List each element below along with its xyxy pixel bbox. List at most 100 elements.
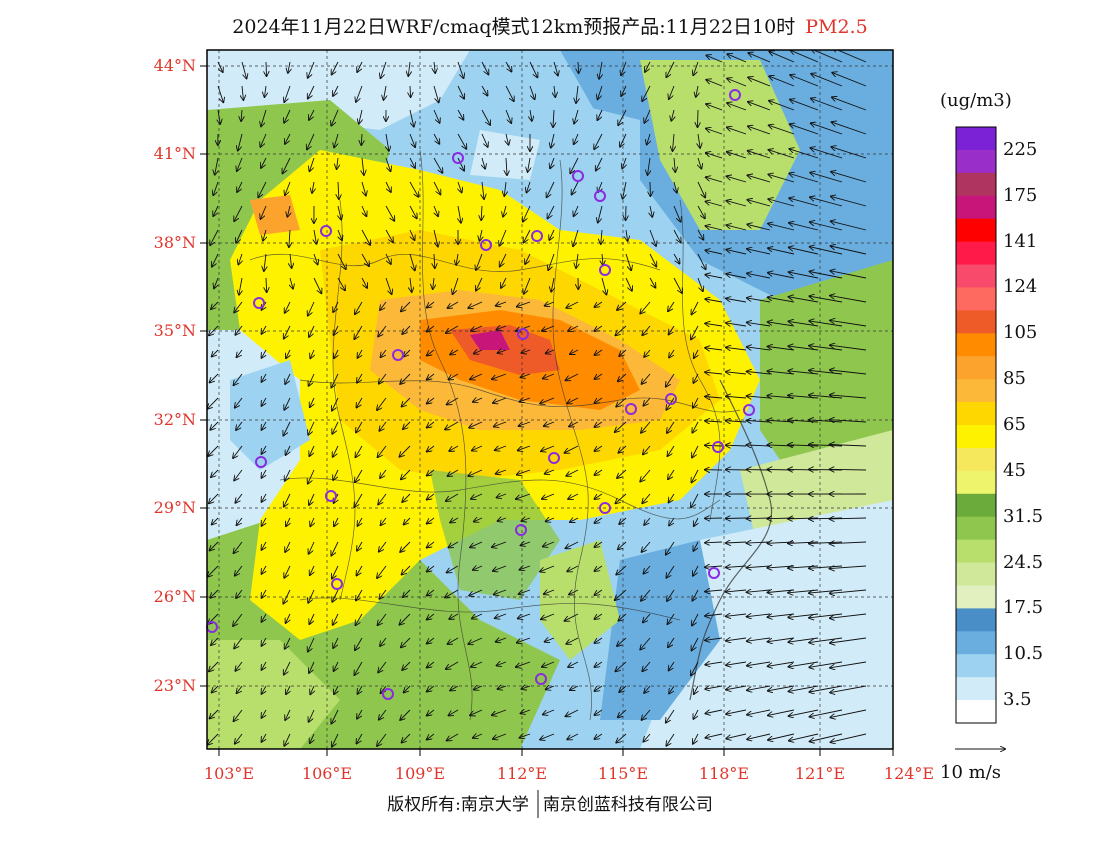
wind-vector bbox=[768, 709, 795, 715]
wind-vector bbox=[493, 565, 507, 571]
wind-vector bbox=[809, 589, 843, 593]
wind-vector bbox=[618, 709, 627, 717]
wind-vector bbox=[333, 301, 339, 312]
wind-vector bbox=[705, 638, 723, 640]
wind-vector bbox=[726, 396, 747, 398]
wind-vector bbox=[471, 493, 483, 499]
wind-vector bbox=[236, 421, 243, 430]
wind-vector bbox=[644, 733, 651, 742]
lat-label: 26°N bbox=[153, 587, 196, 606]
wind-vector bbox=[810, 709, 843, 717]
wind-vector bbox=[381, 349, 387, 357]
wind-vector bbox=[726, 685, 747, 690]
wind-vector bbox=[409, 109, 414, 127]
wind-vector bbox=[622, 157, 626, 168]
wind-vector bbox=[234, 541, 243, 553]
wind-vector bbox=[546, 518, 555, 521]
wind-vector bbox=[262, 397, 267, 406]
wind-vector bbox=[692, 637, 699, 650]
wind-vector bbox=[519, 590, 531, 594]
wind-vector bbox=[235, 325, 243, 335]
colorbar-swatch bbox=[956, 493, 996, 518]
wind-vector bbox=[471, 661, 483, 667]
wind-vector bbox=[831, 246, 867, 255]
wind-vector bbox=[496, 302, 507, 306]
wind-vector bbox=[747, 518, 771, 519]
wind-vector bbox=[404, 349, 411, 356]
wind-vector bbox=[285, 133, 291, 144]
wind-vector bbox=[595, 301, 603, 307]
wind-vector bbox=[747, 661, 771, 666]
wind-vector bbox=[698, 133, 700, 148]
wind-vector bbox=[595, 733, 603, 739]
wind-vector bbox=[209, 661, 219, 671]
wind-vector bbox=[545, 638, 555, 642]
wind-vector bbox=[377, 565, 387, 578]
wind-vector bbox=[448, 301, 459, 308]
wind-vector bbox=[433, 277, 434, 289]
wind-vector bbox=[530, 109, 532, 121]
colorbar-unit: (ug/m3) bbox=[940, 90, 1012, 111]
wind-vector bbox=[283, 589, 291, 604]
wind-vector bbox=[706, 733, 723, 738]
wind-vector bbox=[447, 565, 459, 573]
wind-reference-label: 10 m/s bbox=[940, 762, 1001, 783]
wind-vector bbox=[261, 157, 267, 168]
wind-vector bbox=[492, 541, 507, 547]
wind-vector bbox=[595, 613, 603, 619]
wind-vector bbox=[705, 686, 723, 689]
wind-vector bbox=[402, 565, 411, 575]
lon-label: 112°E bbox=[496, 764, 548, 783]
wind-vector bbox=[522, 518, 531, 521]
wind-vector bbox=[642, 541, 651, 552]
wind-vector bbox=[235, 397, 243, 408]
wind-vector bbox=[385, 277, 392, 294]
wind-vector bbox=[284, 397, 291, 410]
wind-vector bbox=[262, 349, 267, 358]
wind-vector bbox=[597, 109, 603, 120]
wind-vector bbox=[706, 104, 723, 111]
wind-vector bbox=[748, 77, 771, 87]
wind-vector bbox=[333, 469, 339, 480]
wind-vector bbox=[568, 325, 579, 331]
wind-vector bbox=[361, 229, 370, 245]
wind-vector bbox=[830, 637, 867, 643]
wind-vector bbox=[500, 253, 507, 267]
wind-vector bbox=[830, 271, 867, 279]
wind-vector bbox=[830, 566, 867, 569]
wind-vector bbox=[616, 565, 627, 575]
wind-vector bbox=[235, 661, 243, 671]
wind-vector bbox=[332, 565, 339, 579]
wind-vector bbox=[234, 301, 243, 312]
wind-vector bbox=[309, 709, 315, 722]
wind-vector bbox=[641, 421, 651, 433]
wind-vector bbox=[471, 325, 483, 331]
wind-vector bbox=[545, 470, 555, 474]
wind-vector bbox=[210, 541, 219, 551]
wind-vector bbox=[427, 421, 435, 428]
wind-vector bbox=[309, 325, 315, 337]
wind-vector bbox=[331, 109, 339, 126]
wind-vector bbox=[309, 109, 315, 120]
lon-label: 121°E bbox=[794, 764, 846, 783]
colorbar-swatch bbox=[956, 654, 996, 678]
wind-vector bbox=[409, 229, 415, 240]
wind-vector bbox=[706, 80, 723, 87]
wind-vector bbox=[265, 85, 267, 97]
wind-vector bbox=[434, 253, 435, 268]
wind-vector bbox=[482, 157, 485, 169]
wind-vector bbox=[290, 277, 293, 289]
wind-vector bbox=[726, 323, 747, 326]
wind-vector bbox=[400, 709, 411, 720]
wind-vector bbox=[307, 133, 315, 149]
wind-vector bbox=[669, 325, 675, 334]
wind-vector bbox=[457, 85, 464, 99]
wind-vector bbox=[692, 445, 699, 458]
wind-vector bbox=[286, 613, 290, 623]
wind-vectors bbox=[208, 50, 867, 747]
wind-vector bbox=[691, 493, 699, 507]
wind-vector bbox=[521, 542, 531, 545]
lon-label: 115°E bbox=[597, 764, 649, 783]
wind-vector bbox=[427, 565, 435, 572]
wind-vector bbox=[830, 518, 867, 519]
